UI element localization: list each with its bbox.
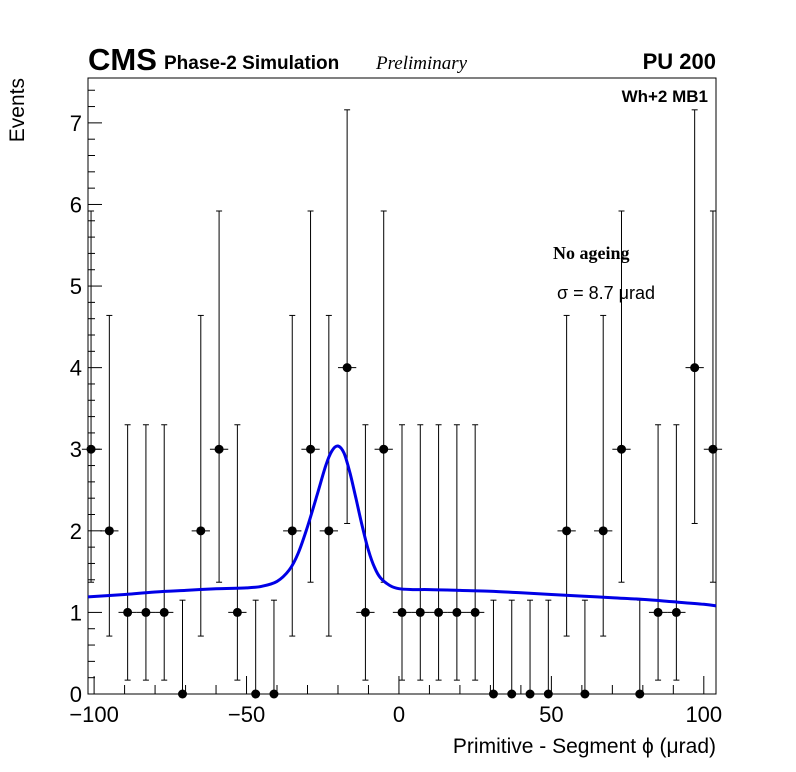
data-point (214, 444, 224, 454)
data-point (196, 526, 206, 536)
data-point (562, 526, 572, 536)
fit-curve (87, 444, 717, 608)
data-point (324, 526, 334, 536)
x-tick-label: 100 (685, 702, 722, 727)
data-point (507, 689, 517, 699)
data-point (671, 607, 681, 617)
x-tick-label: −100 (69, 702, 119, 727)
data-point (287, 526, 297, 536)
data-point (708, 444, 718, 454)
y-tick-label: 2 (70, 519, 82, 544)
plot-frame (87, 77, 717, 695)
data-point (452, 607, 462, 617)
data-point (598, 526, 608, 536)
data-point (306, 444, 316, 454)
data-point (415, 607, 425, 617)
data-point (141, 607, 151, 617)
error-bars (81, 109, 723, 695)
pileup-label: PU 200 (643, 49, 716, 74)
y-axis: 0 1 2 3 4 5 6 7 (70, 89, 102, 707)
data-point (470, 607, 480, 617)
x-tick-label: 50 (539, 702, 563, 727)
data-point (525, 689, 535, 699)
experiment-label: CMS (88, 42, 157, 77)
data-point (251, 689, 261, 699)
data-point (653, 607, 663, 617)
y-tick-label: 5 (70, 274, 82, 299)
data-point (360, 607, 370, 617)
y-tick-label: 3 (70, 437, 82, 462)
data-point (397, 607, 407, 617)
y-tick-label: 1 (70, 600, 82, 625)
simulation-label: Phase-2 Simulation (164, 53, 339, 74)
data-point (232, 607, 242, 617)
y-tick-label: 7 (70, 111, 82, 136)
data-point (379, 444, 389, 454)
status-label: Preliminary (375, 53, 468, 74)
data-point (269, 689, 279, 699)
data-point (580, 689, 590, 699)
data-point (178, 689, 188, 699)
x-tick-label: 0 (393, 702, 405, 727)
y-tick-label: 0 (70, 682, 82, 707)
data-point (86, 444, 96, 454)
data-point (342, 363, 352, 373)
data-point (543, 689, 553, 699)
data-point (616, 444, 626, 454)
sigma-label: σ = 8.7 μrad (557, 283, 655, 303)
data-point (635, 689, 645, 699)
data-point (434, 607, 444, 617)
y-tick-label: 4 (70, 356, 82, 381)
data-markers (86, 363, 718, 699)
data-point (159, 607, 169, 617)
y-axis-title: Events (6, 78, 29, 142)
data-point (690, 363, 700, 373)
chamber-label: Wh+2 MB1 (622, 87, 708, 106)
x-axis: −100 −50 0 50 100 (69, 676, 722, 727)
data-point (104, 526, 114, 536)
y-tick-label: 6 (70, 192, 82, 217)
data-point (123, 607, 133, 617)
data-point (488, 689, 498, 699)
x-tick-label: −50 (228, 702, 265, 727)
condition-label: No ageing (553, 243, 630, 263)
x-axis-title: Primitive - Segment ϕ (μrad) (453, 735, 716, 758)
